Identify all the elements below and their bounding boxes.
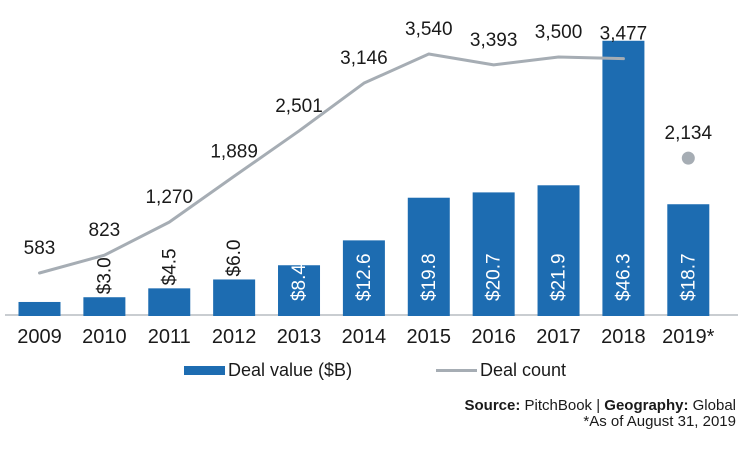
deal-count-label-2011: 1,270	[145, 187, 193, 208]
x-axis-label-2011: 2011	[148, 326, 191, 348]
bar-2017	[537, 185, 580, 316]
geography-label: Geography:	[604, 397, 693, 414]
bar-2012	[213, 279, 256, 316]
x-axis-label-2010: 2010	[82, 326, 127, 348]
x-axis-label-2017: 2017	[536, 326, 581, 348]
deal-count-label-2016: 3,393	[470, 30, 518, 51]
x-axis-label-2015: 2015	[407, 326, 452, 348]
bar-value-label-2016: $20.7	[484, 253, 505, 301]
bar-2018	[602, 40, 645, 316]
deal-count-marker-2019*	[681, 151, 695, 165]
deal-count-label-2010: 823	[89, 220, 121, 241]
deal-count-label-2012: 1,889	[210, 141, 258, 162]
x-axis-label-2014: 2014	[342, 326, 387, 348]
x-axis-label-2009: 2009	[17, 326, 62, 348]
bar-value-label-2019*: $18.7	[678, 253, 699, 301]
bar-2009	[18, 301, 61, 316]
bar-value-label-2018: $46.3	[613, 253, 634, 301]
bar-value-label-2017: $21.9	[549, 253, 570, 301]
bar-2016	[472, 192, 515, 316]
deal-count-label-2018: 3,477	[600, 24, 648, 45]
bar-value-label-2014: $12.6	[354, 253, 375, 301]
bar-2011	[148, 288, 191, 316]
deal-value-swatch	[184, 365, 225, 375]
legend-item-deal-count: Deal count	[436, 358, 566, 382]
geography-value: Global	[692, 397, 736, 414]
x-axis-label-2012: 2012	[212, 326, 257, 348]
deal-count-label-2009: 583	[24, 238, 56, 259]
x-axis-label-2016: 2016	[471, 326, 516, 348]
source-label: Source:	[464, 397, 525, 414]
bar-2010	[83, 297, 126, 316]
legend-item-deal-value: Deal value ($B)	[184, 358, 352, 382]
deal-count-label-2014: 3,146	[340, 48, 388, 69]
deal-value-legend-label: Deal value ($B)	[228, 359, 353, 380]
deal-count-legend-label: Deal count	[480, 359, 567, 380]
bar-value-label-2015: $19.8	[419, 253, 440, 301]
bar-value-label-2011: $4.5	[159, 248, 180, 285]
source-note: Source: PitchBook | Geography: Global *A…	[464, 398, 736, 430]
bar-value-label-2010: $3.0	[94, 257, 115, 294]
deal-count-label-2013: 2,501	[275, 96, 323, 117]
chart-legend: Deal value ($B) Deal count	[0, 358, 743, 382]
deal-count-swatch	[436, 368, 477, 372]
source-line: Source: PitchBook | Geography: Global	[464, 398, 736, 414]
x-axis-label-2019*: 2019*	[662, 326, 714, 348]
deal-count-label-2015: 3,540	[405, 19, 453, 40]
deal-count-label-2017: 3,500	[535, 22, 583, 43]
deal-count-line	[38, 52, 625, 275]
bar-2013	[278, 265, 321, 316]
x-axis-label-2018: 2018	[601, 326, 646, 348]
footnote-line: *As of August 31, 2019	[583, 413, 736, 430]
source-value: PitchBook |	[524, 397, 605, 414]
bar-value-label-2013: $8.4	[289, 264, 310, 301]
bar-2014	[342, 240, 385, 316]
deal-count-label-2019*: 2,134	[665, 123, 713, 144]
bar-2015	[407, 197, 450, 316]
x-axis-label-2013: 2013	[277, 326, 322, 348]
bar-2019*	[667, 204, 710, 316]
bar-value-label-2012: $6.0	[224, 239, 245, 276]
